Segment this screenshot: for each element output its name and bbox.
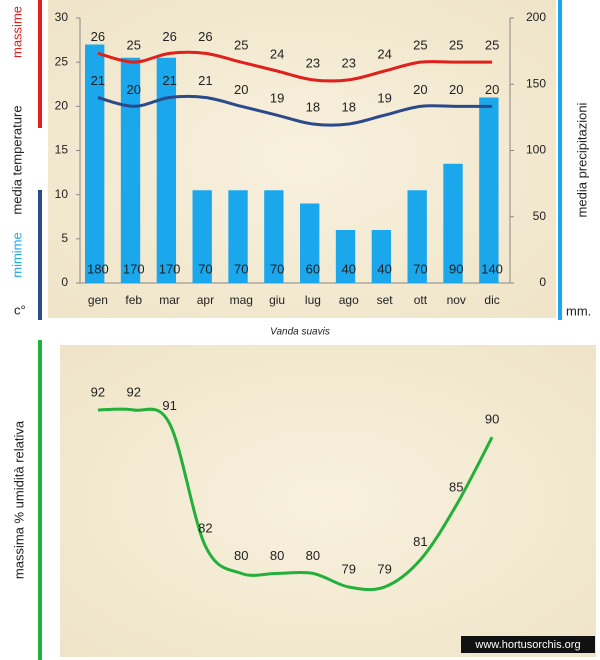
line-label: 19 <box>377 91 391 106</box>
line-label: 20 <box>449 82 463 97</box>
y-tick-label: 10 <box>55 187 69 201</box>
y-tick-label: 5 <box>61 231 68 245</box>
bottom-panel <box>60 345 596 657</box>
bar-label: 40 <box>342 261 356 276</box>
line-label: 25 <box>127 38 141 53</box>
x-tick-label: set <box>377 293 394 307</box>
y-tick-label: 25 <box>55 54 69 68</box>
y2-unit: mm. <box>566 303 591 318</box>
line <box>97 50 493 83</box>
bar <box>407 190 427 283</box>
line <box>97 407 494 592</box>
line-label: 82 <box>198 521 212 536</box>
line-label: 20 <box>485 82 499 97</box>
x-tick-label: mar <box>159 293 180 307</box>
bar-label: 70 <box>234 261 248 276</box>
line-label: 21 <box>91 73 105 88</box>
bar-label: 170 <box>159 261 181 276</box>
y2-tick-label: 0 <box>539 275 546 289</box>
x-tick-label: nov <box>447 293 466 307</box>
bar-label: 70 <box>270 261 284 276</box>
bar <box>264 190 284 283</box>
x-tick-label: ott <box>414 293 428 307</box>
line-label: 85 <box>449 480 463 495</box>
watermark-box <box>461 636 595 653</box>
bar <box>228 190 248 283</box>
bar-label: 170 <box>123 261 145 276</box>
bar-label: 140 <box>481 261 503 276</box>
line-label: 79 <box>377 561 391 576</box>
line-label: 25 <box>413 38 427 53</box>
line-label: 23 <box>342 55 356 70</box>
x-tick-label: dic <box>484 293 499 307</box>
line-label: 18 <box>306 99 320 114</box>
line-label: 26 <box>162 29 176 44</box>
line-label: 79 <box>342 561 356 576</box>
line-label: 81 <box>413 534 427 549</box>
bar <box>371 230 392 283</box>
x-tick-label: gen <box>88 293 108 307</box>
line <box>97 94 493 127</box>
line-label: 24 <box>270 46 284 61</box>
line-label: 80 <box>306 548 320 563</box>
line-label: 19 <box>270 91 284 106</box>
x-tick-label: mag <box>230 293 253 307</box>
line-label: 25 <box>234 38 248 53</box>
line-label: 20 <box>234 82 248 97</box>
label-high: massime <box>9 6 24 58</box>
y-tick-label: 15 <box>55 143 69 157</box>
line-label: 20 <box>127 82 141 97</box>
y2-tick-label: 200 <box>526 10 546 24</box>
line-label: 20 <box>413 82 427 97</box>
y2-tick-label: 50 <box>533 209 547 223</box>
bar <box>335 230 356 283</box>
bar <box>120 57 141 283</box>
bar-label: 70 <box>413 261 427 276</box>
bar-label: 40 <box>377 261 391 276</box>
bar <box>85 44 105 283</box>
line-label: 80 <box>234 548 248 563</box>
y-axis-label: media temperature <box>9 105 24 214</box>
x-tick-label: lug <box>305 293 321 307</box>
line-label: 24 <box>377 46 391 61</box>
watermark: www.hortusorchis.org <box>474 639 580 651</box>
bar <box>300 203 320 283</box>
y2-tick-label: 100 <box>526 143 546 157</box>
line-label: 21 <box>198 73 212 88</box>
line-label: 21 <box>162 73 176 88</box>
bar-label: 60 <box>306 261 320 276</box>
y-tick-label: 20 <box>55 99 69 113</box>
line-label: 92 <box>91 384 105 399</box>
humidity-label: massima % umidità relativa <box>11 420 26 579</box>
line-label: 23 <box>306 55 320 70</box>
bar <box>156 57 177 283</box>
y2-axis-label: media precipitazioni <box>574 102 589 217</box>
bar <box>192 190 212 283</box>
line-label: 90 <box>485 412 499 427</box>
line-label: 25 <box>485 38 499 53</box>
x-tick-label: giu <box>269 293 285 307</box>
bar <box>443 163 463 283</box>
line-label: 18 <box>342 99 356 114</box>
y2-tick-label: 150 <box>526 76 546 90</box>
bar <box>479 97 499 283</box>
bar-label: 70 <box>198 261 212 276</box>
x-tick-label: ago <box>339 293 359 307</box>
line-label: 25 <box>449 38 463 53</box>
line-label: 26 <box>198 29 212 44</box>
line-label: 92 <box>127 384 141 399</box>
line-label: 80 <box>270 548 284 563</box>
label-low: mimime <box>9 232 24 278</box>
y-tick-label: 0 <box>61 275 68 289</box>
y-tick-label: 30 <box>55 10 69 24</box>
bar-label: 90 <box>449 261 463 276</box>
line-label: 26 <box>91 29 105 44</box>
x-tick-label: feb <box>125 293 142 307</box>
x-tick-label: apr <box>197 293 214 307</box>
caption: Vanda suavis <box>270 327 330 338</box>
bar-label: 180 <box>87 261 109 276</box>
line-label: 91 <box>162 398 176 413</box>
y-unit: c° <box>14 302 26 317</box>
